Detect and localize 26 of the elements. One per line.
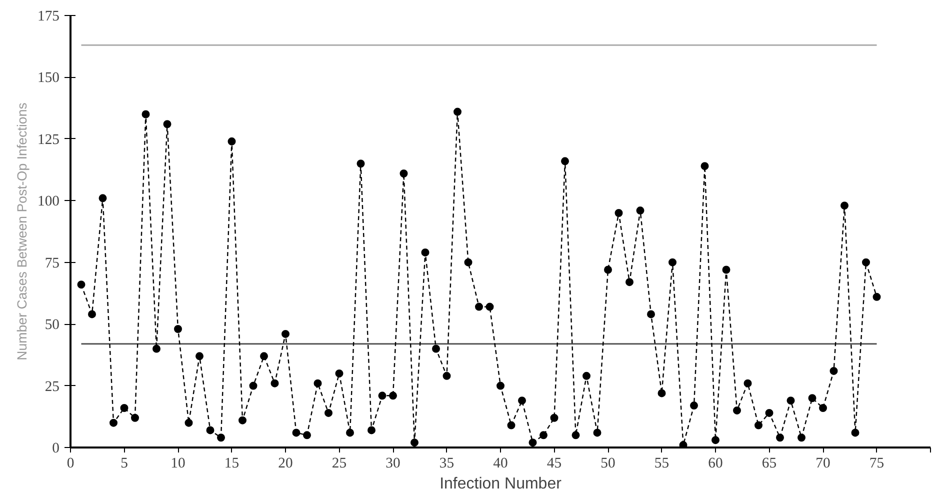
x-tick-label: 70 [816,456,830,472]
x-tick-label: 45 [546,456,562,472]
x-tick-label: 30 [386,456,400,472]
y-tick-label: 150 [38,70,60,86]
x-tick-label: 40 [493,456,508,472]
y-tick-label: 50 [44,317,60,334]
x-tick-label: 60 [708,456,723,472]
x-tick-label: 20 [278,456,293,472]
y-axis-title: Number Cases Between Post-Op Infections [14,102,30,360]
x-tick-label: 15 [224,456,240,472]
y-tick-label: 175 [38,8,60,24]
y-tick-label: 125 [38,132,60,148]
y-tick-label: 75 [44,255,60,272]
x-tick-label: 75 [869,456,884,472]
x-tick-label: 0 [66,456,74,472]
x-tick-label: 10 [170,456,186,472]
x-tick-label: 55 [654,456,670,472]
x-tick-label: 65 [762,456,777,472]
x-tick-label: 35 [439,456,454,472]
x-tick-label: 50 [600,456,616,472]
x-tick-label: 25 [332,456,347,472]
y-tick-label: 25 [44,378,60,395]
x-tick-label: 5 [120,456,128,472]
x-axis-title: Infection Number [440,476,562,492]
y-tick-label: 100 [38,194,60,210]
y-tick-label: 0 [52,440,60,456]
